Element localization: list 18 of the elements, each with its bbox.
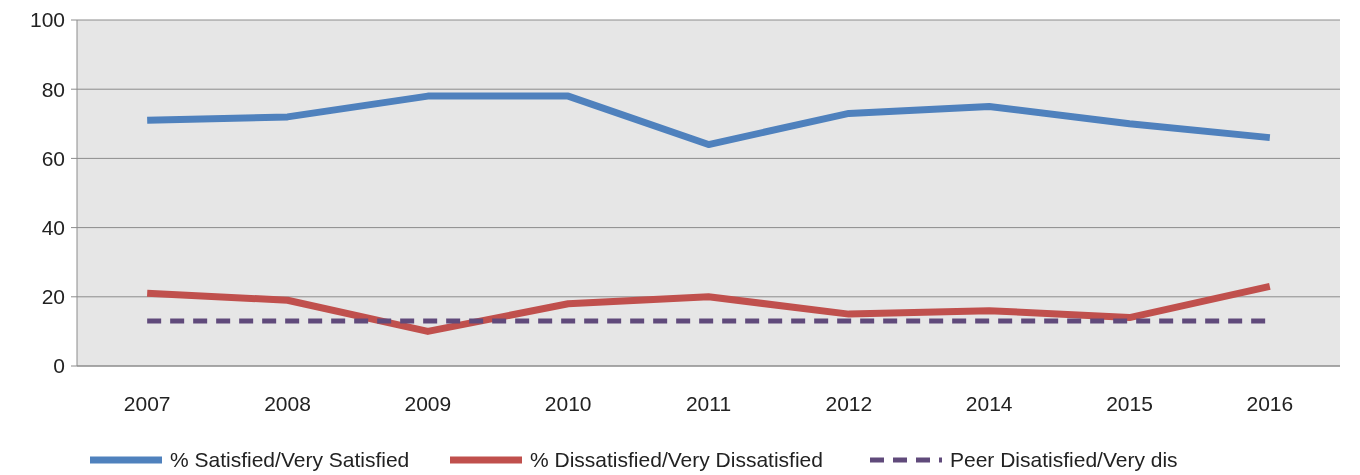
x-tick-label: 2008 bbox=[264, 392, 311, 415]
y-tick-label: 100 bbox=[29, 8, 65, 32]
y-tick-label: 40 bbox=[41, 215, 65, 239]
legend-label: % Satisfied/Very Satisfied bbox=[170, 448, 410, 472]
x-tick-label: 2009 bbox=[404, 392, 452, 415]
x-tick-label: 2016 bbox=[1246, 392, 1294, 415]
x-tick-label: 2014 bbox=[965, 392, 1013, 415]
y-tick-label: 80 bbox=[41, 77, 65, 101]
y-tick-label: 20 bbox=[41, 285, 65, 309]
y-tick-label: 0 bbox=[53, 354, 65, 378]
legend-label: Peer Disatisfied/Very dis bbox=[950, 448, 1178, 472]
x-tick-label: 2010 bbox=[544, 392, 592, 415]
x-tick-label: 2011 bbox=[685, 392, 732, 415]
legend-label: % Dissatisfied/Very Dissatisfied bbox=[530, 448, 823, 472]
x-tick-label: 2015 bbox=[1106, 392, 1153, 415]
x-tick-label: 2012 bbox=[825, 392, 873, 415]
x-tick-label: 2007 bbox=[123, 392, 171, 415]
y-tick-label: 60 bbox=[41, 146, 65, 170]
